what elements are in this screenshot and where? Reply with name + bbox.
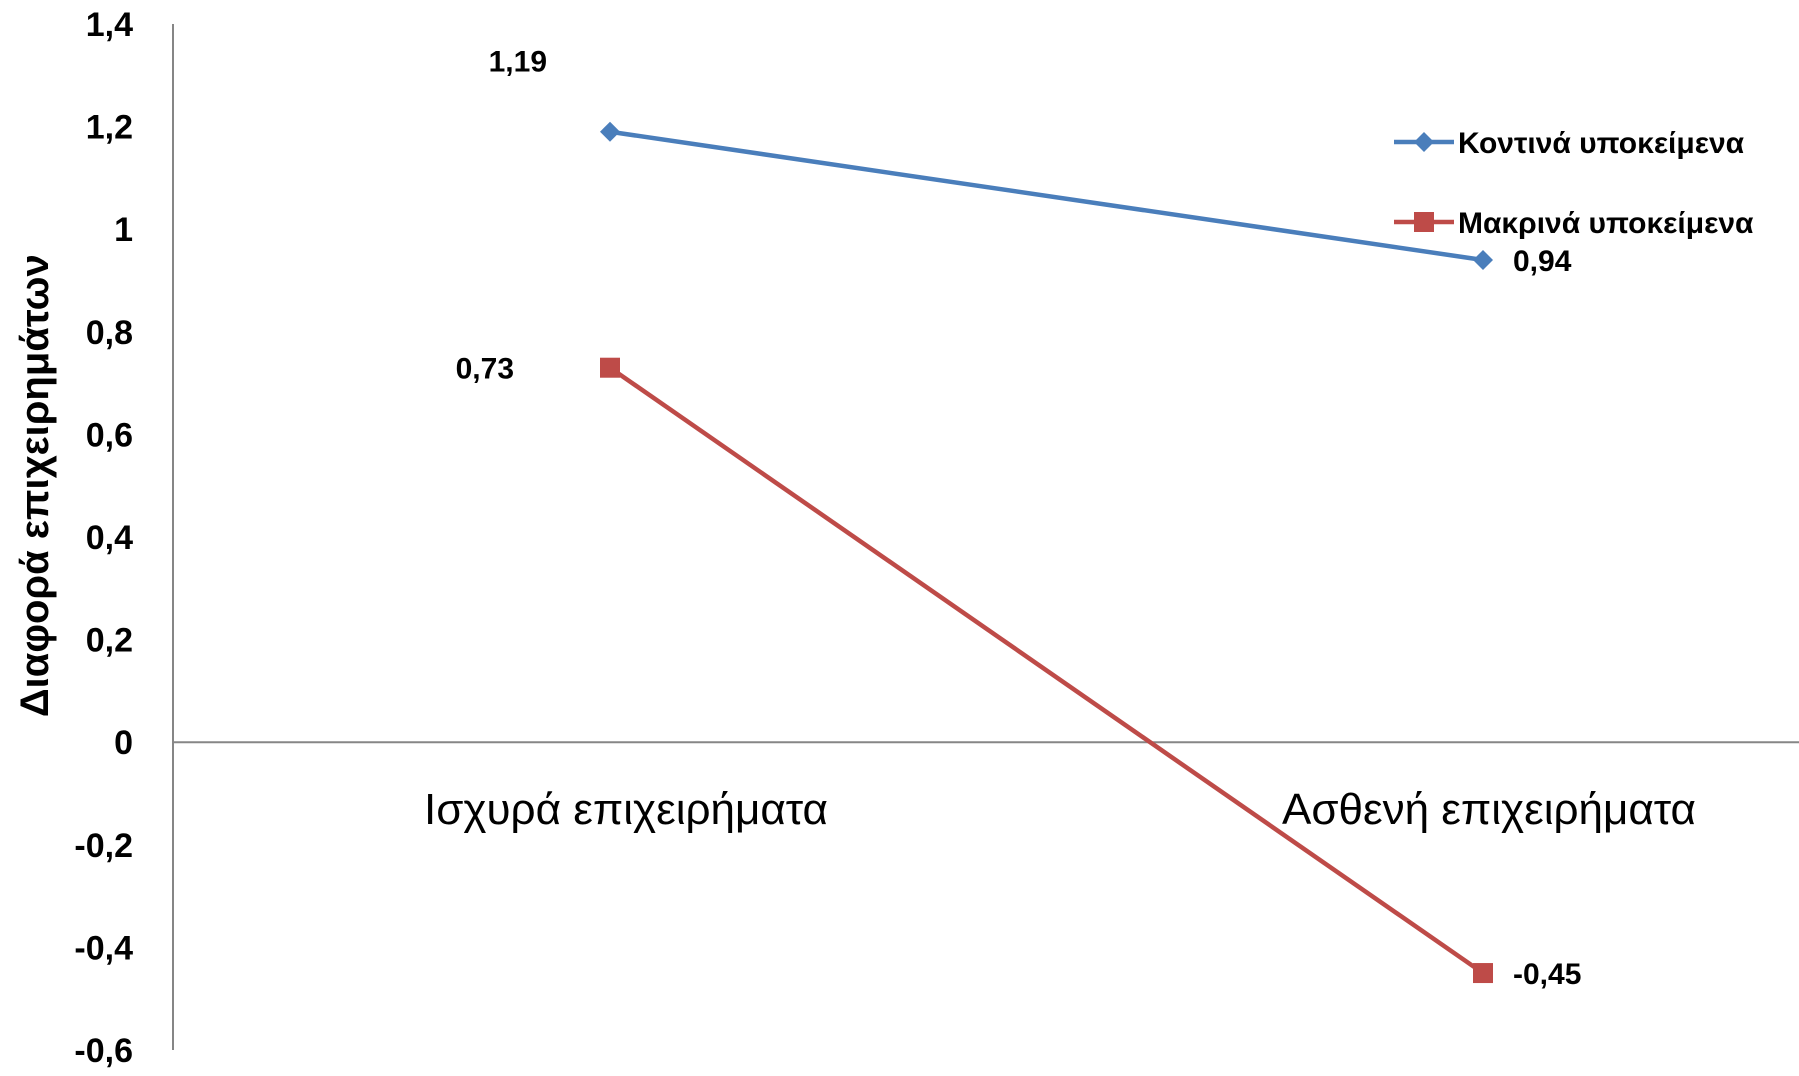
data-point-marker bbox=[1473, 249, 1493, 270]
legend: Κοντινά υποκείμενα Μακρινά υποκείμενα bbox=[1394, 127, 1754, 240]
data-label: 0,73 bbox=[456, 353, 514, 386]
y-tick-label: 1 bbox=[114, 211, 133, 249]
axes bbox=[172, 24, 1799, 1050]
category-label: Ασθενή επιχειρήματα bbox=[1282, 785, 1696, 834]
y-axis-label: Διαφορά επιχειρημάτων bbox=[13, 254, 57, 717]
y-tick-labels: 1,4 1,2 1 0,8 0,6 0,4 0,2 0 -0,2 -0,4 -0,6 bbox=[74, 6, 133, 1070]
y-tick-label: 0 bbox=[114, 724, 133, 762]
series-line bbox=[609, 129, 1484, 263]
legend-item: Μακρινά υποκείμενα bbox=[1394, 207, 1754, 240]
series-1: 1,19 0,94 bbox=[489, 46, 1572, 278]
y-tick-label: 0,6 bbox=[86, 416, 133, 454]
data-label: 0,94 bbox=[1513, 245, 1572, 278]
legend-label: Μακρινά υποκείμενα bbox=[1458, 207, 1754, 240]
legend-marker bbox=[1414, 212, 1434, 232]
series-layer: 1,19 0,94 0,73 -0,45 bbox=[456, 46, 1582, 991]
data-point-marker bbox=[1473, 963, 1493, 984]
y-tick-label: -0,6 bbox=[74, 1032, 133, 1070]
data-point-marker bbox=[600, 121, 620, 142]
y-tick-label: 0,2 bbox=[86, 622, 133, 660]
data-label: 1,19 bbox=[489, 46, 547, 79]
category-label: Ισχυρά επιχειρήματα bbox=[424, 785, 828, 834]
data-label: -0,45 bbox=[1513, 958, 1581, 991]
category-labels: Ισχυρά επιχειρήματα Ασθενή επιχειρήματα bbox=[424, 785, 1696, 834]
legend-item: Κοντινά υποκείμενα bbox=[1394, 127, 1745, 160]
y-tick-label: -0,4 bbox=[74, 929, 133, 967]
y-tick-label: 0,8 bbox=[86, 314, 133, 352]
data-point-marker bbox=[600, 357, 620, 378]
y-tick-label: 1,2 bbox=[86, 109, 133, 147]
series-line bbox=[608, 365, 1485, 975]
y-tick-label: 1,4 bbox=[86, 6, 133, 44]
legend-label: Κοντινά υποκείμενα bbox=[1458, 127, 1745, 160]
series-2: 0,73 -0,45 bbox=[456, 353, 1582, 991]
y-tick-label: -0,2 bbox=[74, 827, 133, 865]
y-tick-label: 0,4 bbox=[86, 519, 133, 557]
legend-marker bbox=[1414, 132, 1434, 152]
